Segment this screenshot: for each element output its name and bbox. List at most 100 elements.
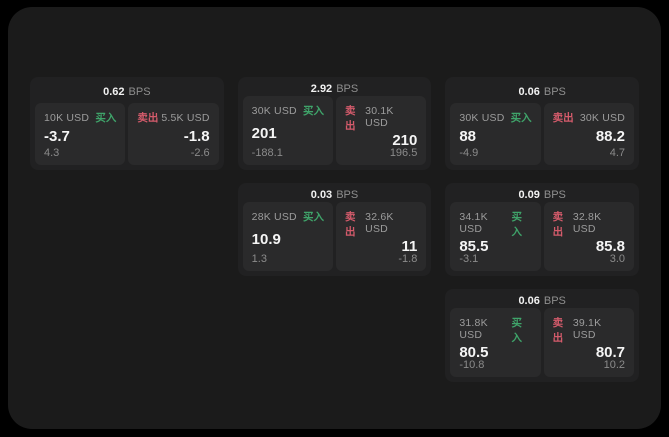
- sell-panel-top: 卖出 30K USD: [553, 110, 625, 125]
- sell-side-label: 卖出: [552, 112, 574, 124]
- buy-side-label: 买入: [303, 211, 324, 223]
- sell-panel-top: 卖出 32.8K USD: [553, 209, 625, 239]
- buy-sub-value: 4.3: [44, 147, 60, 159]
- sell-panel-top: 卖出 32.6K USD: [345, 209, 417, 239]
- buy-sub-value: -10.8: [459, 359, 485, 371]
- spread-unit: BPS: [336, 188, 359, 201]
- buy-panel-top: 10K USD 买入: [44, 110, 116, 125]
- buy-side-label: 买入: [510, 112, 532, 124]
- buy-side-label: 买入: [511, 317, 523, 344]
- buy-side-label: 买入: [95, 112, 117, 124]
- buy-quote-panel[interactable]: 28K USD 买入 10.9 1.3: [242, 202, 333, 271]
- buy-price-value: 201: [251, 124, 277, 142]
- spread-unit: BPS: [128, 86, 151, 98]
- buy-size-label: 10K USD: [44, 112, 90, 124]
- quote-panels: 30K USD 买入 201 -188.1 卖出 30.1K USD 210 1…: [242, 96, 427, 165]
- spread-value: 0.06: [518, 294, 540, 307]
- quote-card-1: 0.62 BPS 10K USD 买入 -3.7 4.3 卖出 5.5K USD…: [30, 77, 224, 170]
- buy-panel-top: 30K USD 买入: [459, 110, 531, 125]
- buy-price-value: 85.5: [459, 238, 489, 255]
- spread-value: 0.62: [103, 86, 125, 98]
- buy-sub-value: -3.1: [459, 253, 479, 265]
- spread-unit: BPS: [543, 188, 566, 201]
- spread-header: 0.09 BPS: [450, 187, 634, 202]
- buy-quote-panel[interactable]: 30K USD 买入 88 -4.9: [450, 103, 541, 165]
- spread-grid: 0.62 BPS 10K USD 买入 -3.7 4.3 卖出 5.5K USD…: [8, 7, 661, 382]
- quote-panels: 10K USD 买入 -3.7 4.3 卖出 5.5K USD -1.8 -2.…: [35, 103, 219, 165]
- buy-size-label: 30K USD: [251, 105, 297, 117]
- quote-panels: 31.8K USD 买入 80.5 -10.8 卖出 39.1K USD 80.…: [450, 308, 635, 377]
- quote-card-2: 2.92 BPS 30K USD 买入 201 -188.1 卖出 30.1K …: [237, 77, 432, 170]
- sell-panel-top: 卖出 30.1K USD: [345, 103, 417, 133]
- sell-size-label: 39.1K USD: [572, 317, 602, 341]
- sell-side-label: 卖出: [552, 317, 564, 344]
- buy-sub-value: 1.3: [251, 253, 267, 265]
- sell-side-label: 卖出: [137, 112, 159, 124]
- quotes-panel: 0.62 BPS 10K USD 买入 -3.7 4.3 卖出 5.5K USD…: [8, 7, 661, 429]
- buy-size-label: 34.1K USD: [459, 211, 488, 235]
- spread-value: 0.06: [518, 86, 540, 98]
- sell-sub-value: 196.5: [389, 147, 418, 159]
- buy-price-value: 88: [459, 128, 477, 145]
- sell-price-value: 11: [401, 238, 418, 255]
- buy-panel-top: 30K USD 买入: [252, 103, 324, 118]
- sell-panel-top: 卖出 5.5K USD: [137, 110, 209, 125]
- sell-side-label: 卖出: [345, 105, 356, 132]
- sell-sub-value: 3.0: [609, 253, 626, 265]
- sell-quote-panel[interactable]: 卖出 32.6K USD 11 -1.8: [336, 202, 427, 271]
- spread-header: 0.03 BPS: [243, 187, 427, 202]
- spread-value: 0.09: [518, 188, 540, 201]
- sell-quote-panel[interactable]: 卖出 30K USD 88.2 4.7: [543, 103, 635, 165]
- buy-quote-panel[interactable]: 31.8K USD 买入 80.5 -10.8: [450, 308, 541, 377]
- buy-price-value: 10.9: [251, 230, 281, 248]
- spread-header: 0.06 BPS: [450, 293, 634, 308]
- sell-size-label: 30.1K USD: [365, 105, 394, 129]
- spread-unit: BPS: [543, 294, 566, 307]
- quote-panels: 28K USD 买入 10.9 1.3 卖出 32.6K USD 11 -1.8: [242, 202, 427, 271]
- quote-panels: 34.1K USD 买入 85.5 -3.1 卖出 32.8K USD 85.8…: [450, 202, 635, 271]
- sell-sub-value: 10.2: [603, 359, 626, 371]
- quote-card-5: 0.09 BPS 34.1K USD 买入 85.5 -3.1 卖出 32.8K…: [445, 183, 639, 276]
- sell-price-value: 88.2: [595, 128, 626, 145]
- sell-size-label: 5.5K USD: [161, 112, 210, 124]
- sell-sub-value: -1.8: [398, 253, 418, 265]
- buy-sub-value: -188.1: [251, 147, 283, 159]
- buy-side-label: 买入: [303, 105, 324, 117]
- sell-sub-value: -2.6: [190, 147, 210, 159]
- buy-sub-value: -4.9: [459, 147, 479, 159]
- buy-panel-top: 31.8K USD 买入: [459, 315, 531, 345]
- sell-price-value: 85.8: [595, 238, 626, 255]
- buy-panel-top: 28K USD 买入: [252, 209, 324, 224]
- quote-panels: 30K USD 买入 88 -4.9 卖出 30K USD 88.2 4.7: [450, 103, 635, 165]
- buy-price-value: 80.5: [459, 344, 489, 361]
- spread-header: 0.62 BPS: [35, 81, 219, 103]
- sell-quote-panel[interactable]: 卖出 30.1K USD 210 196.5: [336, 96, 427, 165]
- quote-card-6: 0.06 BPS 31.8K USD 买入 80.5 -10.8 卖出 39.1…: [445, 289, 639, 382]
- spread-unit: BPS: [543, 86, 566, 98]
- sell-quote-panel[interactable]: 卖出 32.8K USD 85.8 3.0: [543, 202, 635, 271]
- buy-size-label: 30K USD: [459, 112, 505, 124]
- quote-card-4: 0.03 BPS 28K USD 买入 10.9 1.3 卖出 32.6K US…: [237, 183, 432, 276]
- sell-side-label: 卖出: [552, 211, 564, 238]
- spread-header: 0.06 BPS: [450, 81, 634, 103]
- buy-size-label: 28K USD: [251, 211, 297, 223]
- sell-quote-panel[interactable]: 卖出 39.1K USD 80.7 10.2: [543, 308, 635, 377]
- sell-quote-panel[interactable]: 卖出 5.5K USD -1.8 -2.6: [128, 103, 219, 165]
- spread-unit: BPS: [336, 82, 359, 95]
- sell-size-label: 30K USD: [579, 112, 626, 124]
- spread-value: 0.03: [310, 188, 333, 201]
- sell-price-value: 80.7: [595, 344, 626, 361]
- buy-quote-panel[interactable]: 34.1K USD 买入 85.5 -3.1: [450, 202, 541, 271]
- sell-side-label: 卖出: [345, 211, 356, 238]
- sell-sub-value: 4.7: [609, 147, 626, 159]
- buy-quote-panel[interactable]: 30K USD 买入 201 -188.1: [242, 96, 333, 165]
- buy-quote-panel[interactable]: 10K USD 买入 -3.7 4.3: [35, 103, 126, 165]
- sell-price-value: -1.8: [183, 128, 210, 145]
- quote-card-3: 0.06 BPS 30K USD 买入 88 -4.9 卖出 30K USD 8…: [445, 77, 639, 170]
- sell-panel-top: 卖出 39.1K USD: [553, 315, 625, 345]
- sell-price-value: 210: [392, 132, 418, 149]
- buy-panel-top: 34.1K USD 买入: [459, 209, 531, 239]
- spread-value: 2.92: [310, 82, 333, 95]
- buy-size-label: 31.8K USD: [459, 317, 488, 341]
- buy-side-label: 买入: [511, 211, 523, 238]
